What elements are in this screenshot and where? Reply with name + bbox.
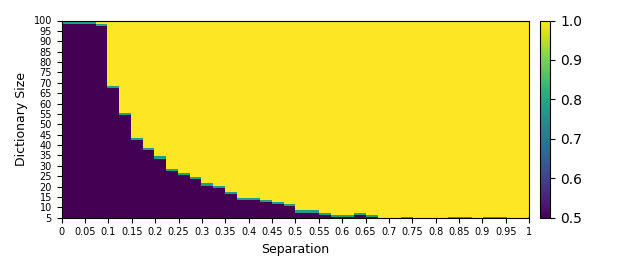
X-axis label: Separation: Separation (261, 243, 330, 256)
Y-axis label: Dictionary Size: Dictionary Size (15, 72, 28, 166)
